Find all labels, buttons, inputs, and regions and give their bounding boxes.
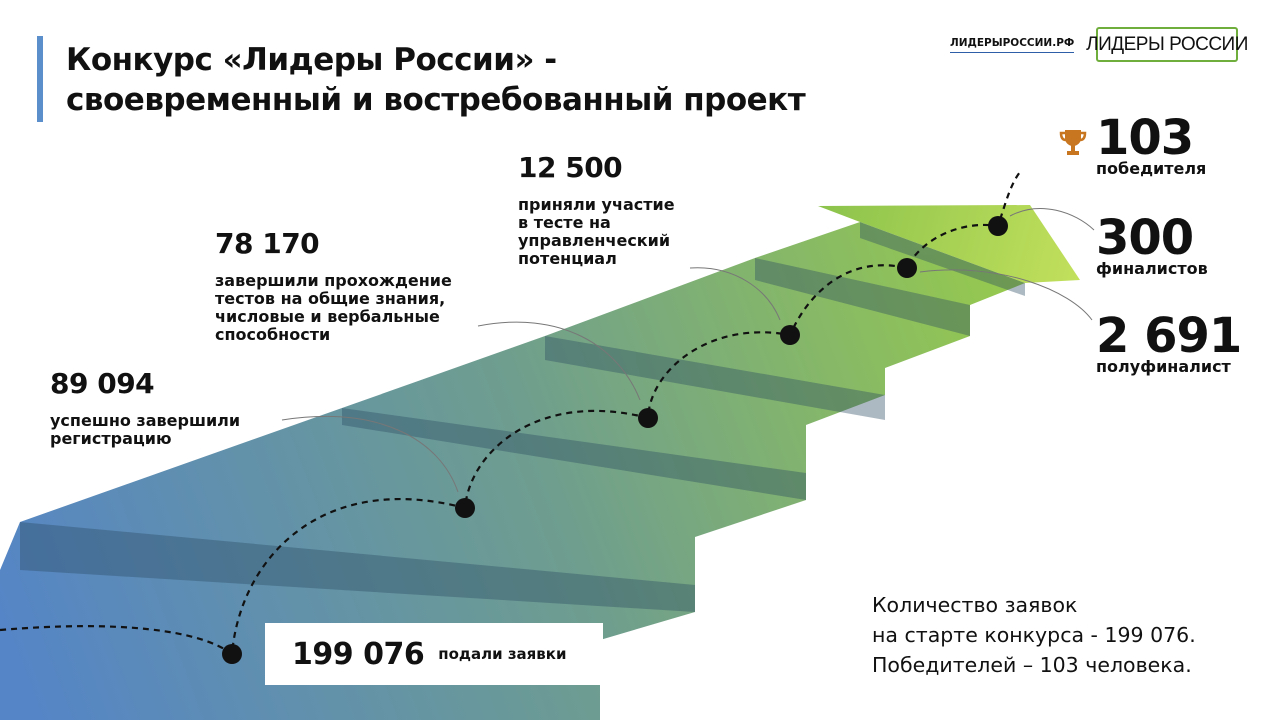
step-dot-6 (988, 216, 1008, 236)
stat-finalists: 300 финалистов (1096, 210, 1208, 278)
stat-management-test-label: приняли участие в тесте на управленчески… (518, 195, 675, 268)
leader-line-89094 (281, 416, 459, 493)
stat-tests-completed: 78 170 завершили прохождение тестов на о… (215, 228, 452, 344)
stat-winners: 103 победителя (1096, 110, 1207, 178)
title-line-1: Конкурс «Лидеры России» - (66, 42, 557, 78)
title-accent-bar (37, 36, 43, 122)
summary-line-1: Количество заявок (872, 593, 1078, 617)
stat-management-test-value: 12 500 (518, 151, 623, 184)
start-applications-label: подали заявки (438, 645, 567, 663)
stat-semifinalists-value: 2 691 (1096, 308, 1242, 364)
stat-winners-label: победителя (1096, 159, 1207, 178)
step-dot-3 (638, 408, 658, 428)
step-dot-2 (455, 498, 475, 518)
stat-management-test: 12 500 приняли участие в тесте на управл… (518, 152, 675, 268)
leader-line-12500 (689, 267, 781, 321)
stat-finalists-label: финалистов (1096, 259, 1208, 278)
arrow-head (818, 205, 1080, 283)
leader-line-78170 (477, 321, 641, 401)
summary-line-3: Победителей – 103 человека. (872, 653, 1192, 677)
start-applications-box: 199 076 подали заявки (265, 623, 603, 685)
site-link[interactable]: ЛИДЕРЫРОССИИ.РФ (950, 37, 1075, 53)
stat-semifinalists: 2 691 полуфиналист (1096, 308, 1242, 376)
brand-logo: ЛИДЕРЫ РОССИИ (1086, 27, 1248, 62)
start-applications-value: 199 076 (292, 636, 425, 672)
step-dot-4 (780, 325, 800, 345)
stat-tests-completed-label: завершили прохождение тестов на общие зн… (215, 271, 452, 344)
stat-finalists-value: 300 (1096, 210, 1194, 266)
step-dot-5 (897, 258, 917, 278)
stairs-surface (0, 222, 1025, 720)
stat-registered-label: успешно завершили регистрацию (50, 411, 241, 448)
leader-line-2691 (919, 269, 1093, 321)
summary-line-2: на старте конкурса - 199 076. (872, 623, 1196, 647)
page-title: Конкурс «Лидеры России» - своевременный … (66, 40, 806, 120)
stat-winners-value: 103 (1096, 110, 1194, 166)
stat-semifinalists-label: полуфиналист (1096, 357, 1231, 376)
summary-text: Количество заявок на старте конкурса - 1… (872, 590, 1196, 680)
stat-registered-value: 89 094 (50, 367, 155, 400)
stat-registered: 89 094 успешно завершили регистрацию (50, 368, 240, 448)
trophy-icon (1059, 130, 1087, 155)
leader-line-300 (1009, 208, 1095, 231)
step-dot-1 (222, 644, 242, 664)
title-line-2: своевременный и востребованный проект (66, 82, 806, 118)
stat-tests-completed-value: 78 170 (215, 227, 320, 260)
